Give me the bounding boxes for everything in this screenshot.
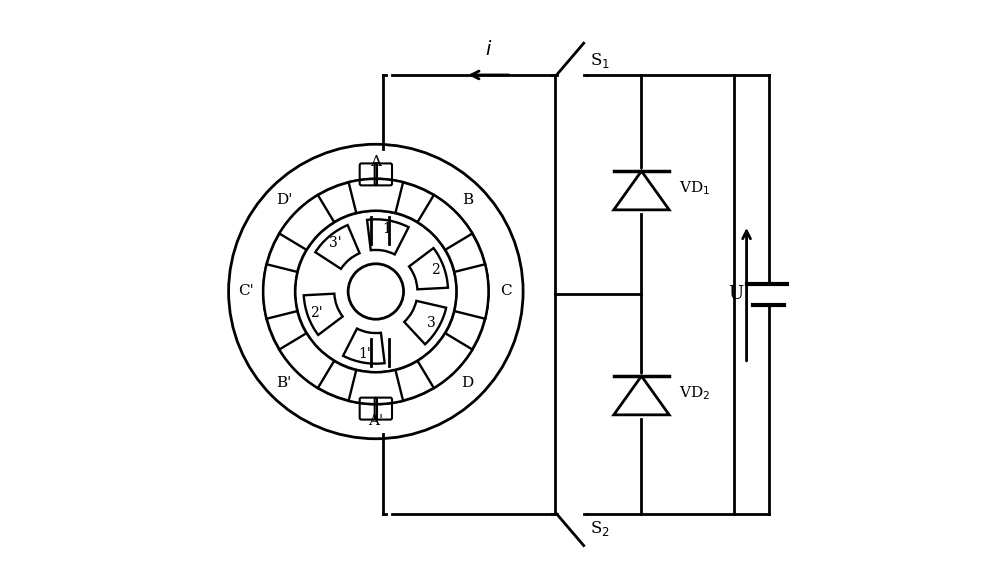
Wedge shape: [349, 179, 403, 213]
Text: $i$: $i$: [485, 40, 492, 59]
Text: 1': 1': [358, 347, 371, 361]
Wedge shape: [304, 294, 343, 335]
Wedge shape: [454, 264, 488, 319]
Text: VD$_2$: VD$_2$: [679, 384, 710, 402]
Wedge shape: [409, 248, 448, 289]
Text: 1: 1: [382, 222, 391, 236]
Text: 2': 2': [310, 306, 322, 320]
Wedge shape: [263, 264, 297, 319]
Wedge shape: [349, 370, 403, 404]
Text: D: D: [462, 377, 474, 391]
Text: 3: 3: [427, 317, 435, 331]
Wedge shape: [404, 301, 446, 345]
Text: C: C: [500, 285, 512, 298]
Wedge shape: [315, 225, 360, 269]
Text: B': B': [276, 377, 292, 391]
Wedge shape: [417, 333, 472, 388]
Text: 2: 2: [431, 263, 440, 277]
Text: VD$_1$: VD$_1$: [679, 179, 710, 196]
Text: U: U: [728, 286, 744, 303]
Text: 3': 3': [329, 236, 341, 250]
Text: A': A': [368, 415, 383, 429]
Text: S$_1$: S$_1$: [590, 51, 609, 70]
Wedge shape: [279, 195, 334, 250]
Text: A: A: [370, 154, 381, 168]
Wedge shape: [279, 333, 334, 388]
Text: S$_2$: S$_2$: [590, 519, 609, 538]
Wedge shape: [343, 329, 385, 364]
Text: C': C': [238, 285, 254, 298]
Wedge shape: [367, 219, 409, 254]
Wedge shape: [417, 195, 472, 250]
Text: B: B: [462, 192, 473, 206]
Text: D': D': [276, 192, 292, 206]
